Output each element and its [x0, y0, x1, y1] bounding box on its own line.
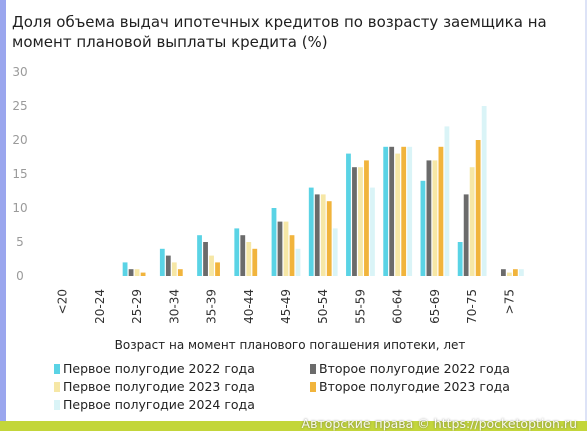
- legend-item-3: Первое полугодие 2023 года: [54, 379, 255, 394]
- x-tick-label: 20-24: [93, 289, 107, 324]
- copyright-watermark: Авторские права © https://pocketoption.r…: [301, 416, 577, 431]
- x-tick-label: 40-44: [242, 289, 256, 324]
- bar-1-7: [308, 187, 314, 276]
- bar-3-7: [320, 194, 326, 276]
- legend-swatch: [310, 381, 316, 392]
- x-tick-label: 25-29: [130, 289, 144, 324]
- bar-2-7: [314, 194, 320, 276]
- bar-3-9: [395, 153, 401, 276]
- bar-1-9: [383, 146, 389, 276]
- y-tick-label: 15: [12, 167, 27, 181]
- x-tick-label: >75: [502, 289, 516, 314]
- bar-2-4: [203, 242, 208, 276]
- y-tick-label: 30: [12, 65, 27, 79]
- y-tick-label: 5: [16, 235, 24, 249]
- x-tick-label: 30-34: [167, 289, 181, 324]
- bar-1-11: [457, 242, 463, 276]
- chart-title: Доля объема выдач ипотечных кредитов по …: [12, 13, 547, 51]
- legend-label: Первое полугодие 2024 года: [63, 397, 255, 412]
- bar-3-8: [358, 167, 363, 276]
- legend-swatch: [54, 381, 60, 392]
- bar-4-8: [364, 160, 369, 276]
- bar-1-10: [420, 180, 426, 276]
- bar-3-10: [432, 160, 438, 276]
- bar-5-7: [332, 228, 338, 276]
- bar-4-7: [326, 201, 332, 276]
- legend-item-4: Второе полугодие 2023 года: [310, 379, 510, 394]
- legend-label: Второе полугодие 2023 года: [319, 379, 510, 394]
- legend-swatch: [54, 363, 60, 374]
- bar-4-9: [401, 146, 407, 276]
- bar-2-5: [240, 235, 246, 276]
- legend-label: Второе полугодие 2022 года: [319, 361, 510, 376]
- bar-2-3: [165, 255, 171, 276]
- bar-3-5: [246, 242, 252, 276]
- bar-3-11: [469, 167, 475, 276]
- legend-swatch: [310, 363, 316, 374]
- bar-2-11: [463, 194, 469, 276]
- bar-1-3: [159, 248, 165, 276]
- bar-2-10: [426, 160, 432, 276]
- legend-label: Первое полугодие 2022 года: [63, 361, 255, 376]
- bar-2-12: [500, 269, 506, 276]
- bar-5-9: [407, 146, 413, 276]
- bar-5-6: [295, 248, 301, 276]
- right-edge-line: [585, 0, 587, 421]
- bar-5-11: [481, 106, 487, 276]
- y-tick-label: 0: [16, 269, 24, 283]
- bar-5-8: [370, 187, 375, 276]
- x-tick-label: 70-75: [465, 289, 479, 324]
- bar-3-4: [209, 255, 214, 276]
- bar-3-6: [283, 221, 289, 276]
- y-tick-label: 25: [12, 99, 27, 113]
- bar-2-9: [389, 146, 395, 276]
- x-tick-label: 45-49: [279, 289, 293, 324]
- x-tick-label: 35-39: [205, 289, 219, 324]
- bar-4-12: [512, 269, 518, 276]
- x-tick-label: 55-59: [353, 289, 367, 324]
- bar-1-6: [271, 208, 277, 276]
- bar-2-2: [128, 269, 134, 276]
- bar-1-5: [234, 228, 240, 276]
- bar-4-5: [252, 248, 258, 276]
- bar-3-12: [506, 272, 512, 276]
- bar-4-10: [438, 146, 444, 276]
- bar-1-8: [346, 153, 351, 276]
- x-axis-label: Возраст на момент планового погашения ип…: [115, 338, 466, 352]
- bar-1-2: [122, 262, 128, 276]
- x-tick-label: 65-69: [428, 289, 442, 324]
- bar-2-6: [277, 221, 283, 276]
- legend-label: Первое полугодие 2023 года: [63, 379, 255, 394]
- left-accent-band: [0, 0, 6, 431]
- y-tick-label: 10: [12, 201, 27, 215]
- x-tick-label: <20: [56, 289, 70, 314]
- bottom-accent-band: [0, 421, 587, 431]
- bar-5-10: [444, 126, 450, 277]
- bar-4-6: [289, 235, 295, 276]
- legend-item-5: Первое полугодие 2024 года: [54, 397, 255, 412]
- legend-swatch: [54, 399, 60, 410]
- bar-5-12: [518, 269, 524, 276]
- legend-item-1: Первое полугодие 2022 года: [54, 361, 255, 376]
- x-tick-label: 50-54: [316, 289, 330, 324]
- bar-2-8: [352, 167, 357, 276]
- x-tick-label: 60-64: [391, 289, 405, 324]
- bar-4-3: [177, 269, 183, 276]
- bar-3-3: [171, 262, 177, 276]
- legend-item-2: Второе полугодие 2022 года: [310, 361, 510, 376]
- bar-4-11: [475, 140, 481, 276]
- bar-3-2: [134, 269, 140, 276]
- bar-4-2: [140, 272, 146, 276]
- bar-4-4: [215, 262, 220, 276]
- y-tick-label: 20: [12, 133, 27, 147]
- bar-1-4: [197, 235, 202, 276]
